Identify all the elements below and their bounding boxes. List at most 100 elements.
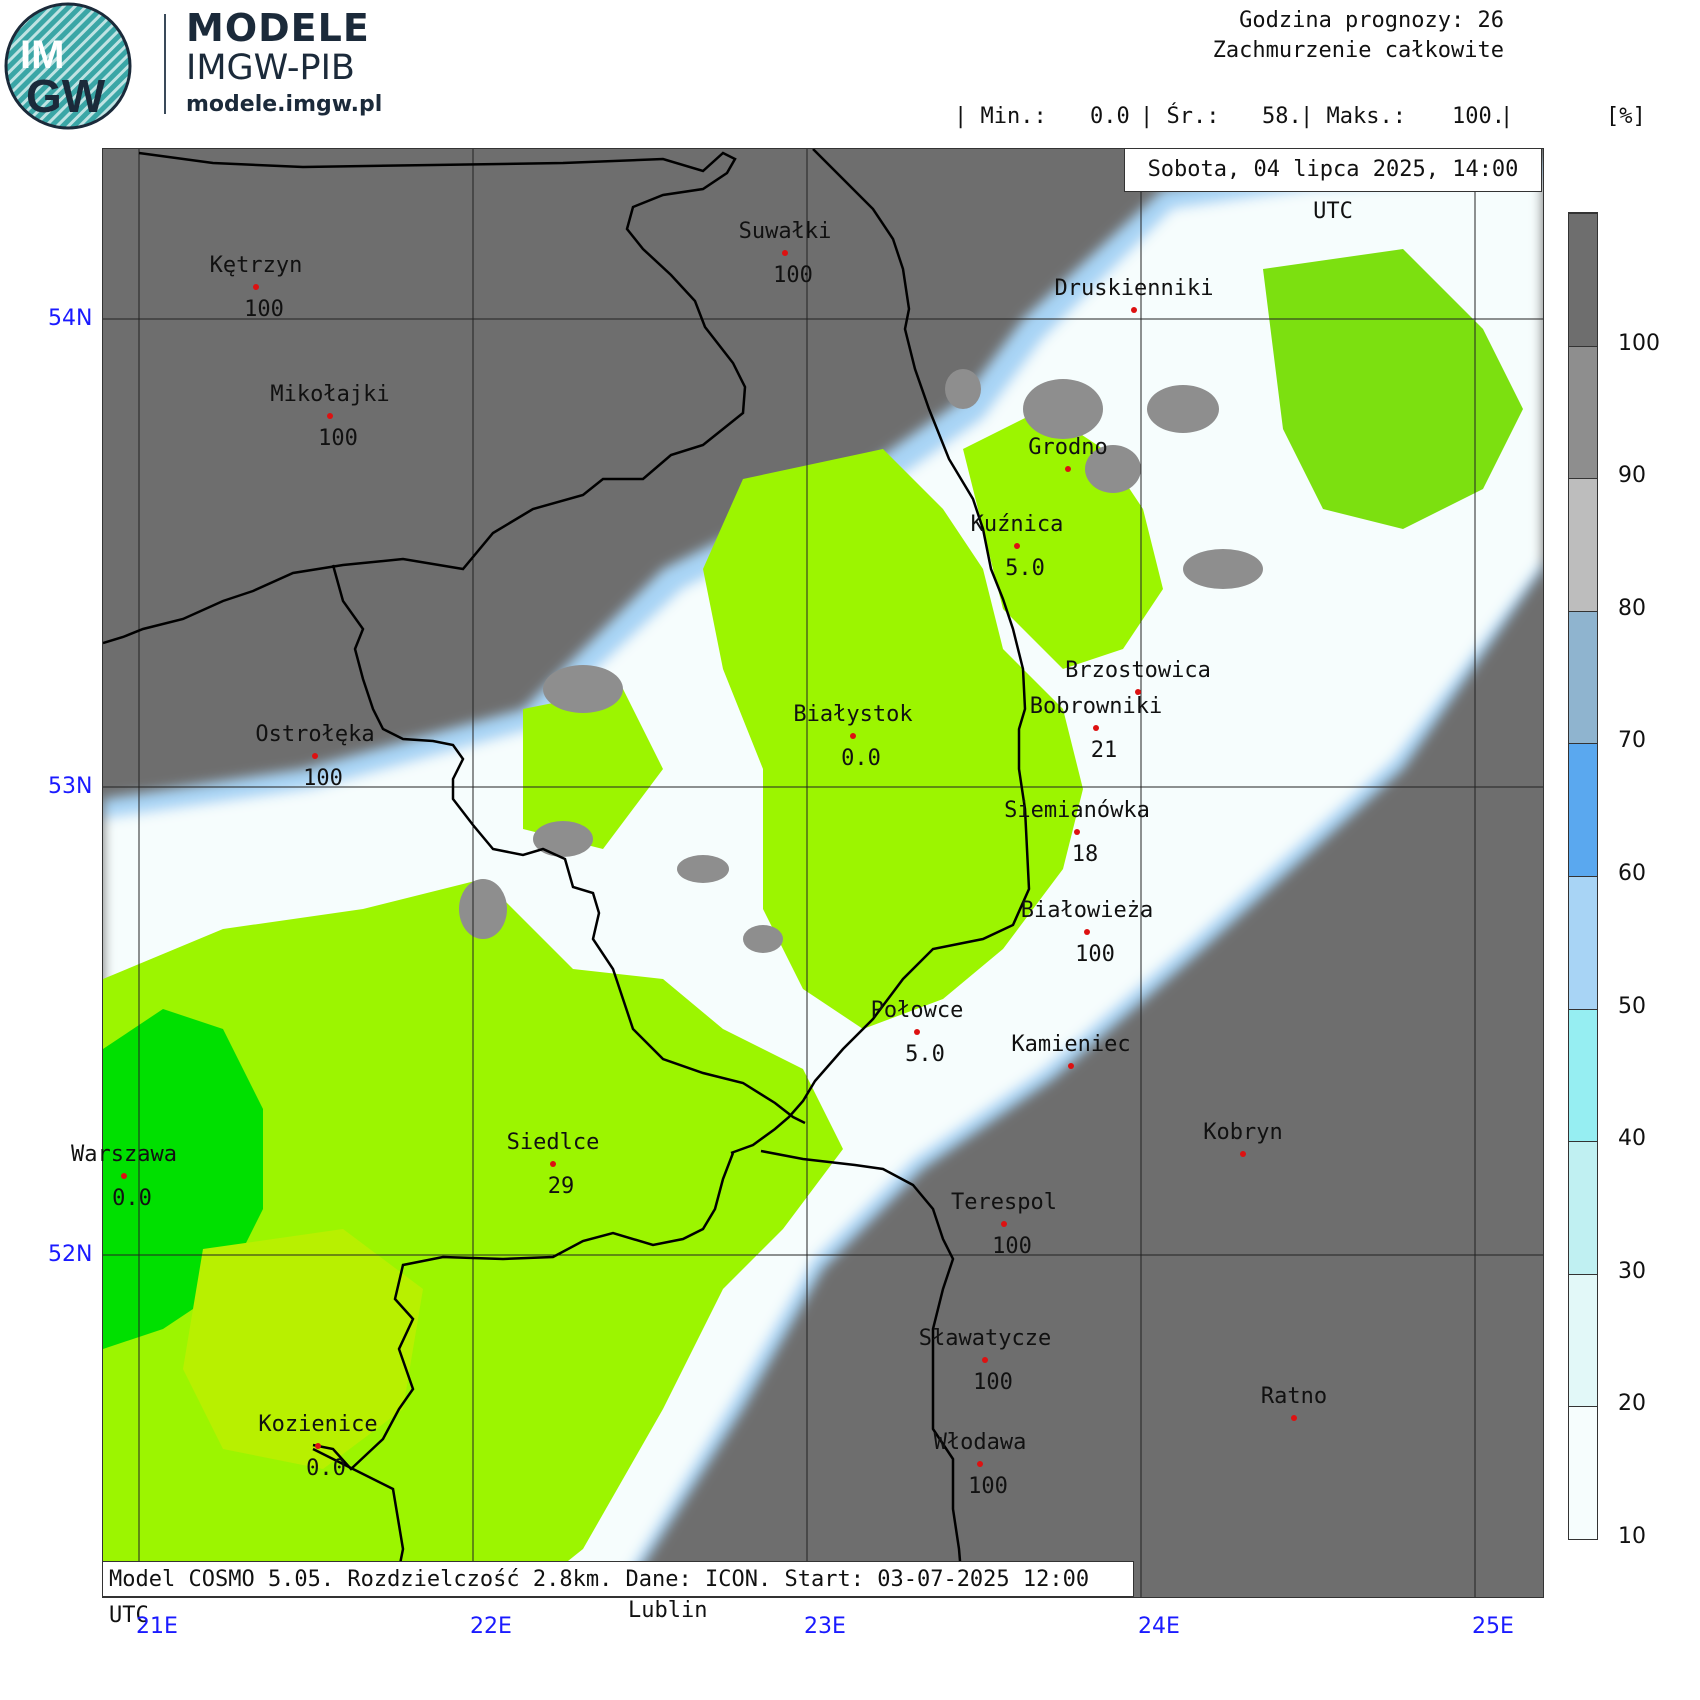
city-value: 100 [303,766,343,791]
city-value: 100 [773,263,813,288]
lat-54n: 54N [48,306,93,331]
model-info-box: Model COSMO 5.05. Rozdzielczość 2.8km. D… [102,1561,1134,1628]
legend-label: 20 [1618,1391,1646,1417]
cloud-cover-map [102,148,1544,1598]
city-name: Włodawa [933,1430,1027,1455]
city-name: Kobryn [1203,1120,1283,1145]
city-marker [550,1161,556,1167]
city-name: Druskienniki [1054,276,1214,301]
legend-swatch [1569,1141,1597,1274]
min-value: 0.0 [1090,104,1130,129]
imgw-globe-icon: IM GW [4,2,132,130]
min-label: | Min.: [954,104,1047,129]
city-name: Sławatycze [918,1326,1052,1351]
lon-24e: 24E [1138,1614,1180,1639]
legend-label: 100 [1618,330,1660,356]
svg-text:IM: IM [20,33,64,77]
city-marker [312,753,318,759]
city-marker [1291,1415,1297,1421]
city-name: Kętrzyn [209,253,303,278]
city-name: Siemianówka [1004,798,1150,823]
city-name: Ostrołęka [255,722,375,747]
city-value: 100 [244,297,284,322]
lat-53n: 53N [48,774,93,799]
city-value: 100 [973,1370,1013,1395]
variable-name: Zachmurzenie całkowite [1212,38,1504,63]
city-marker [253,284,259,290]
city-marker [1001,1221,1007,1227]
lublin-label: Lublin [628,1598,708,1623]
max-separator: | [1500,104,1514,129]
imgw-logo: IM GW MODELE IMGW-PIB modele.imgw.pl [0,0,400,140]
logo-title: MODELE [186,6,370,50]
legend-label: 90 [1618,463,1646,489]
city-value: 5.0 [1005,556,1045,581]
city-name: Kozienice [258,1412,378,1437]
city-marker [1135,689,1141,695]
cloud-blobs [459,369,1263,953]
city-marker [315,1443,321,1449]
legend-label: 30 [1618,1258,1646,1284]
city-value: 100 [968,1474,1008,1499]
max-value: 100. [1452,104,1505,129]
city-name: Suwałki [738,219,832,244]
city-value: 29 [547,1174,575,1199]
city-value: 5.0 [905,1042,945,1067]
lon-21e: 21E [136,1614,178,1639]
city-value: 21 [1090,738,1118,763]
logo-divider [164,14,166,114]
avg-label: | Śr.: [1140,104,1220,129]
legend-swatch [1569,345,1597,479]
city-marker [1240,1151,1246,1157]
avg-value: 58. [1262,104,1302,129]
legend-label: 70 [1618,728,1646,754]
city-marker [1068,1063,1074,1069]
city-name: Siedlce [506,1130,600,1155]
city-marker [327,413,333,419]
city-value: 100 [992,1234,1032,1259]
city-name: Terespol [951,1190,1057,1215]
city-marker [977,1461,983,1467]
lon-22e: 22E [470,1614,512,1639]
legend-label: 10 [1618,1524,1646,1549]
max-label: | Maks.: [1300,104,1406,129]
city-marker [121,1173,127,1179]
legend-label: 40 [1618,1126,1646,1152]
city-marker [1131,307,1137,313]
forecast-hour: Godzina prognozy: 26 [1239,8,1504,33]
city-value: 0.0 [841,746,881,771]
legend-swatch [1569,213,1597,346]
legend-swatch [1569,1273,1597,1407]
city-marker [1065,466,1071,472]
city-value: 100 [318,426,358,451]
legend-label: 60 [1618,861,1646,886]
city-name: Ratno [1260,1384,1328,1409]
city-name: Brzostowica [1065,658,1211,683]
legend-swatch [1569,743,1597,876]
city-marker [982,1357,988,1363]
logo-url[interactable]: modele.imgw.pl [186,92,383,117]
logo-subtitle: IMGW-PIB [186,48,355,88]
valid-time-box: Sobota, 04 lipca 2025, 14:00 UTC [1124,148,1542,224]
city-name: Połowce [870,998,964,1023]
lat-52n: 52N [48,1242,93,1267]
map-canvas [103,149,1543,1597]
lon-25e: 25E [1472,1614,1514,1639]
city-name: Grodno [1028,435,1108,460]
svg-text:GW: GW [26,70,106,122]
city-value: 0.0 [306,1456,346,1481]
city-name: Bobrowniki [1029,694,1163,719]
legend-swatch [1569,876,1597,1009]
city-name: Białystok [793,702,913,727]
city-marker [1014,543,1020,549]
color-legend [1568,212,1598,1540]
city-marker [782,250,788,256]
legend-swatch [1569,1008,1597,1142]
city-value: 100 [1075,942,1115,967]
city-marker [1074,829,1080,835]
grid-lines [103,149,1543,1597]
city-name: Warszawa [71,1142,177,1167]
legend-swatch [1569,1406,1597,1539]
city-marker [850,733,856,739]
city-name: Kuźnica [970,512,1064,537]
